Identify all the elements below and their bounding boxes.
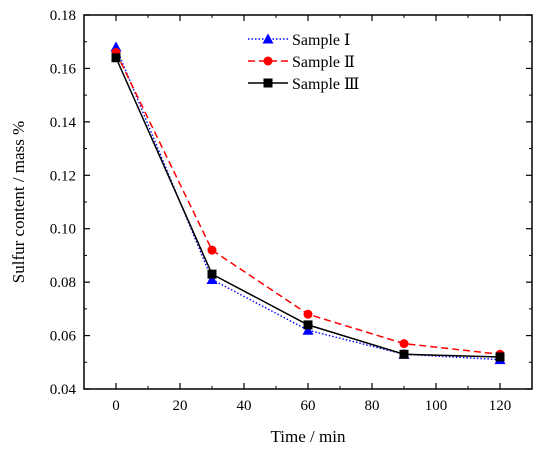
y-axis-label: Sulfur content / mass %	[9, 121, 28, 283]
legend-item: Sample Ⅱ	[248, 54, 355, 71]
data-point	[302, 324, 314, 335]
legend-item: Sample Ⅰ	[248, 32, 350, 49]
x-tick-label: 120	[489, 398, 512, 414]
x-tick-label: 0	[112, 398, 120, 414]
y-tick-label: 0.04	[50, 382, 77, 398]
x-axis-label: Time / min	[271, 427, 346, 446]
legend-label: Sample Ⅱ	[292, 54, 355, 71]
x-tick-label: 100	[425, 398, 448, 414]
y-tick-label: 0.08	[50, 275, 76, 291]
y-tick-label: 0.14	[50, 115, 77, 131]
y-tick-label: 0.10	[50, 222, 76, 238]
series-2	[111, 47, 505, 359]
legend-marker	[262, 33, 274, 44]
data-point	[399, 339, 409, 349]
legend-item: Sample Ⅲ	[248, 76, 359, 93]
data-point	[495, 352, 505, 362]
axes: 0 20 40 60 80 100 120 0.04 0.06 0.08 0.10 0.12 0.14 0…	[50, 8, 532, 414]
x-tick-label: 20	[173, 398, 188, 414]
legend-marker	[263, 56, 273, 66]
data-point	[207, 269, 217, 279]
legend-label: Sample Ⅰ	[292, 32, 350, 49]
x-tick-label: 80	[365, 398, 380, 414]
y-tick-label: 0.16	[50, 61, 77, 77]
x-tick-label: 40	[237, 398, 252, 414]
series-line	[115, 46, 501, 361]
legend-marker	[263, 78, 273, 88]
data-point	[303, 320, 313, 330]
legend-label: Sample Ⅲ	[292, 76, 359, 93]
data-point	[207, 245, 217, 255]
x-tick-label: 60	[301, 398, 316, 414]
legend: Sample Ⅰ Sample Ⅱ Sample Ⅲ	[248, 32, 359, 93]
series-group	[110, 41, 506, 365]
data-point	[206, 273, 218, 284]
data-point	[111, 53, 121, 63]
y-tick-label: 0.18	[50, 8, 76, 24]
data-point	[399, 349, 409, 359]
data-point	[303, 309, 313, 319]
series-line	[115, 52, 501, 356]
series-3	[111, 53, 505, 362]
y-tick-label: 0.06	[50, 329, 77, 345]
y-tick-label: 0.12	[50, 168, 76, 184]
